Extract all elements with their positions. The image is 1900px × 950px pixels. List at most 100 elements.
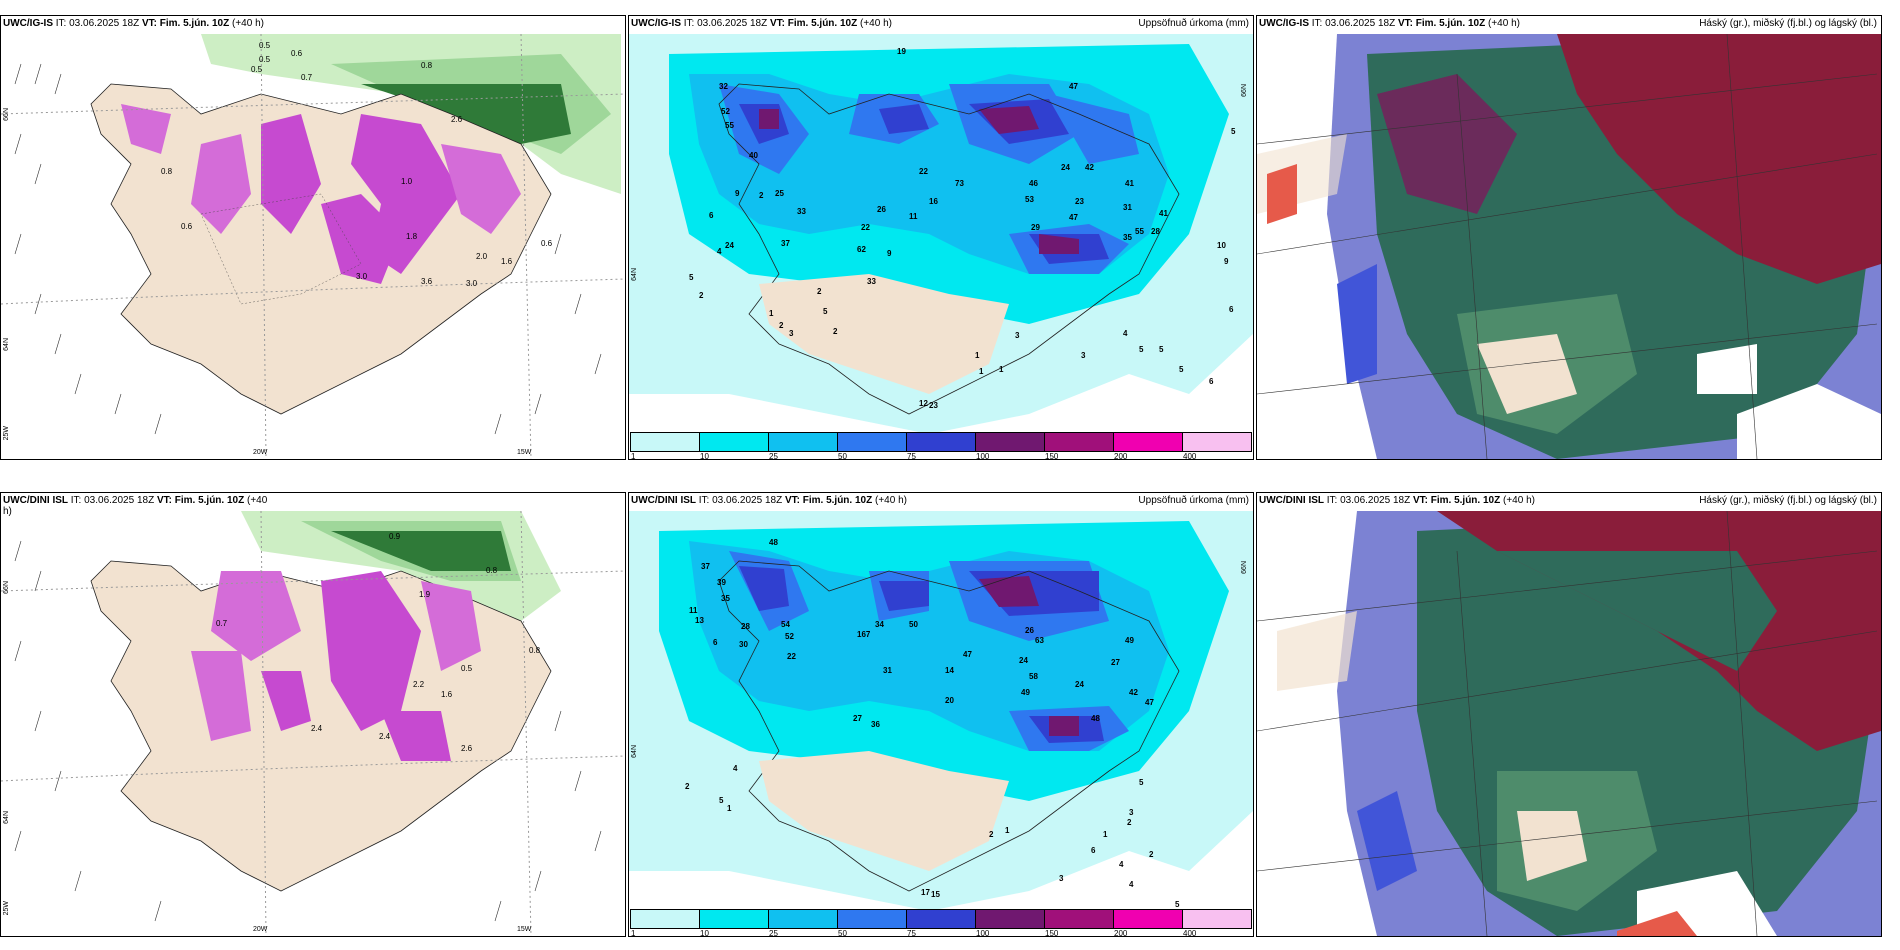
svg-text:2.4: 2.4: [311, 724, 323, 733]
svg-text:3: 3: [1059, 874, 1064, 883]
svg-text:47: 47: [1069, 213, 1078, 222]
svg-text:36: 36: [871, 720, 880, 729]
svg-text:52: 52: [721, 107, 730, 116]
svg-text:9: 9: [735, 189, 740, 198]
svg-text:32: 32: [719, 82, 728, 91]
svg-text:47: 47: [1069, 82, 1078, 91]
svg-text:62: 62: [857, 245, 866, 254]
svg-text:10: 10: [1217, 241, 1226, 250]
panel-header: UWC/DINI ISL IT: 03.06.2025 18Z VT: Fim.…: [3, 495, 268, 517]
svg-text:17: 17: [921, 888, 930, 897]
colorbar-cell: [838, 910, 907, 928]
svg-text:37: 37: [781, 239, 790, 248]
colorbar-label: 50: [838, 452, 847, 460]
svg-text:13: 13: [695, 616, 704, 625]
panel-title: Háský (gr.), miðský (fj.bl.) og lágský (…: [1699, 495, 1877, 506]
svg-text:23: 23: [929, 401, 938, 410]
svg-text:53: 53: [1025, 195, 1034, 204]
svg-text:3: 3: [1015, 331, 1020, 340]
svg-text:5: 5: [823, 307, 828, 316]
svg-text:54: 54: [781, 620, 790, 629]
svg-text:35: 35: [1123, 233, 1132, 242]
colorbar-cell: [1045, 433, 1114, 451]
svg-text:27: 27: [1111, 658, 1120, 667]
precip-map: 19 32 47 52 55 40 9 2 25 6 33 37 4 24 5 …: [629, 34, 1253, 459]
colorbar-label: 25: [769, 929, 778, 937]
svg-text:9: 9: [887, 249, 892, 258]
precip-map: 48 37 39 35 11 13 28 30 6 54 52 22 167 5…: [629, 511, 1253, 936]
svg-text:1: 1: [727, 804, 732, 813]
colorbar-label: 75: [907, 929, 916, 937]
wind-precip-map: 0.5 0.5 0.6 0.5 0.8 0.7 2.6 3.0 0.8 0.6 …: [1, 34, 625, 459]
svg-text:1.8: 1.8: [406, 232, 418, 241]
svg-text:0.7: 0.7: [216, 619, 228, 628]
svg-text:0.8: 0.8: [161, 167, 173, 176]
colorbar-cell: [700, 433, 769, 451]
colorbar-label: 50: [838, 929, 847, 937]
svg-text:41: 41: [1159, 209, 1168, 218]
svg-text:29: 29: [1031, 223, 1040, 232]
svg-text:47: 47: [1145, 698, 1154, 707]
svg-text:5: 5: [689, 273, 694, 282]
svg-text:50: 50: [909, 620, 918, 629]
svg-text:5: 5: [1139, 778, 1144, 787]
svg-text:3: 3: [789, 329, 794, 338]
svg-text:5: 5: [1139, 345, 1144, 354]
svg-text:28: 28: [1151, 227, 1160, 236]
precip-colorbar: 1 10 25 50 75 100 150 200 400: [630, 909, 1252, 937]
svg-text:1.6: 1.6: [501, 257, 513, 266]
svg-text:26: 26: [1025, 626, 1034, 635]
svg-text:1: 1: [1103, 830, 1108, 839]
svg-text:3.0: 3.0: [466, 279, 478, 288]
svg-text:33: 33: [867, 277, 876, 286]
svg-text:5: 5: [1179, 365, 1184, 374]
colorbar-label: 25: [769, 452, 778, 460]
svg-text:28: 28: [741, 622, 750, 631]
svg-text:0.6: 0.6: [541, 239, 553, 248]
colorbar-cell: [976, 910, 1045, 928]
svg-text:1: 1: [979, 367, 984, 376]
panel-header: UWC/IG-IS IT: 03.06.2025 18Z VT: Fim. 5.…: [631, 18, 892, 29]
svg-text:37: 37: [701, 562, 710, 571]
svg-text:12: 12: [919, 399, 928, 408]
svg-text:11: 11: [689, 606, 698, 615]
colorbar-label: 150: [1045, 929, 1059, 937]
svg-text:0.5: 0.5: [461, 664, 473, 673]
svg-text:2: 2: [685, 782, 690, 791]
svg-text:3: 3: [1081, 351, 1086, 360]
svg-text:23: 23: [1075, 197, 1084, 206]
lat-label: 64N: [631, 745, 638, 758]
colorbar-cell: [838, 433, 907, 451]
colorbar-label: 1: [631, 929, 636, 937]
lon-label: 20W: [253, 449, 268, 456]
svg-text:27: 27: [853, 714, 862, 723]
svg-text:26: 26: [877, 205, 886, 214]
svg-text:1: 1: [769, 309, 774, 318]
colorbar-cell: [631, 910, 700, 928]
svg-text:47: 47: [963, 650, 972, 659]
panel-title: Háský (gr.), miðský (fj.bl.) og lágský (…: [1699, 18, 1877, 29]
svg-text:3: 3: [1129, 808, 1134, 817]
svg-text:35: 35: [721, 594, 730, 603]
svg-text:73: 73: [955, 179, 964, 188]
colorbar-label: 400: [1183, 452, 1197, 460]
svg-text:6: 6: [1209, 377, 1214, 386]
svg-text:0.8: 0.8: [486, 566, 498, 575]
colorbar-label: 200: [1114, 452, 1128, 460]
colorbar-cell: [1183, 433, 1251, 451]
svg-text:2: 2: [699, 291, 704, 300]
svg-text:2: 2: [1127, 818, 1132, 827]
svg-text:6: 6: [1091, 846, 1096, 855]
lon-label: 15W: [517, 926, 532, 933]
svg-text:19: 19: [897, 47, 906, 56]
svg-text:4: 4: [1129, 880, 1134, 889]
lon-label: 25W: [3, 426, 10, 441]
svg-text:31: 31: [883, 666, 892, 675]
svg-text:40: 40: [749, 151, 758, 160]
lat-label: 64N: [631, 268, 638, 281]
lat-label: 66N: [1241, 84, 1248, 97]
lat-label: 66N: [3, 108, 10, 121]
svg-text:9: 9: [1224, 257, 1229, 266]
svg-text:4: 4: [733, 764, 738, 773]
svg-text:2.6: 2.6: [461, 744, 473, 753]
